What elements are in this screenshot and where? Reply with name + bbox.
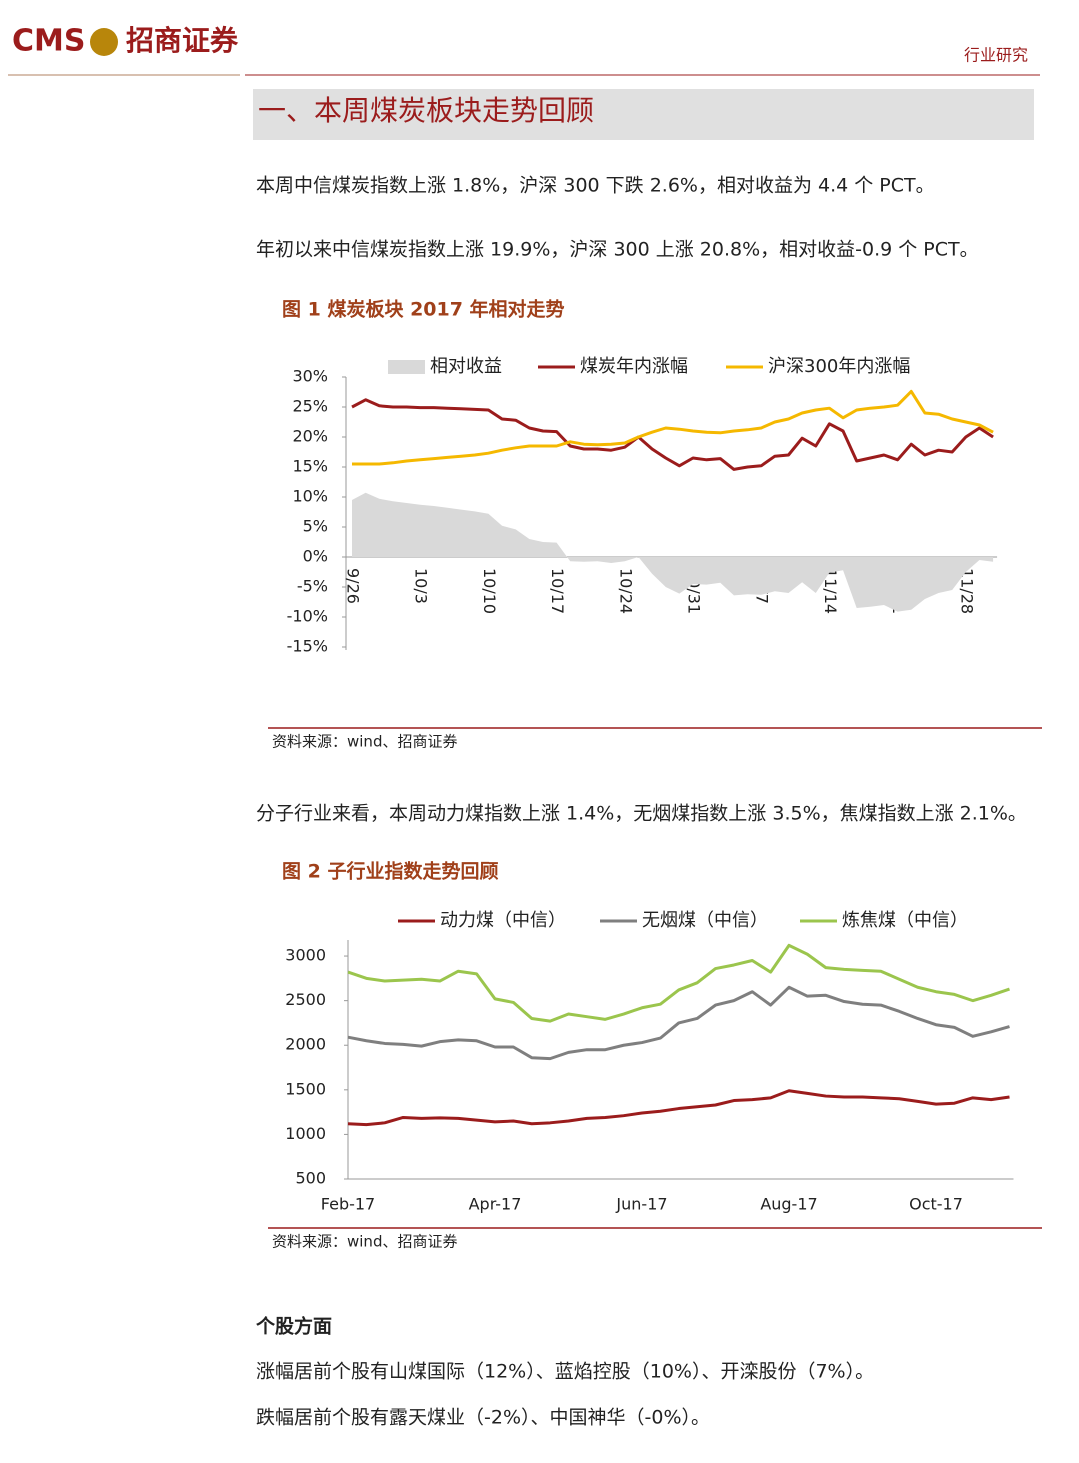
legend-label: 沪深300年内涨幅 bbox=[768, 356, 910, 377]
section-bg bbox=[253, 89, 1034, 140]
x-tick-label: Oct-17 bbox=[909, 1195, 963, 1214]
paragraph: 本周中信煤炭指数上涨 1.8%，沪深 300 下跌 2.6%，相对收益为 4.4… bbox=[256, 175, 935, 197]
y-tick-label: 30% bbox=[292, 367, 328, 386]
y-tick-label: 20% bbox=[292, 427, 328, 446]
y-tick-label: 500 bbox=[295, 1169, 326, 1188]
y-tick-label: 10% bbox=[292, 487, 328, 506]
section-title: 一、本周煤炭板块走势回顾 bbox=[258, 94, 594, 127]
x-tick-label: 10/10 bbox=[480, 568, 499, 614]
legend-label: 煤炭年内涨幅 bbox=[580, 356, 688, 377]
paragraph: 涨幅居前个股有山煤国际（12%）、蓝焰控股（10%）、开滦股份（7%）。 bbox=[256, 1361, 874, 1383]
legend-label: 相对收益 bbox=[430, 356, 502, 377]
figure-caption: 图 2 子行业指数走势回顾 bbox=[282, 860, 498, 883]
line bbox=[351, 398, 994, 471]
line bbox=[352, 389, 994, 466]
x-tick-label: 11/28 bbox=[957, 568, 976, 614]
paragraph: 分子行业来看，本周动力煤指数上涨 1.4%，无烟煤指数上涨 3.5%，焦煤指数上… bbox=[256, 803, 1027, 825]
x-tick-label: Feb-17 bbox=[321, 1195, 375, 1214]
y-tick-label: 5% bbox=[303, 517, 328, 536]
x-tick-label: 9/26 bbox=[344, 568, 363, 604]
figure-source: 资料来源：wind、招商证券 bbox=[272, 733, 457, 751]
logo: CMS bbox=[12, 24, 85, 59]
x-tick-label: 10/24 bbox=[616, 568, 635, 614]
y-tick-label: 1000 bbox=[285, 1124, 326, 1143]
line bbox=[347, 985, 1010, 1061]
x-tick-label: Apr-17 bbox=[469, 1195, 522, 1214]
figure-caption: 图 1 煤炭板块 2017 年相对走势 bbox=[282, 298, 565, 321]
y-tick-label: 15% bbox=[292, 457, 328, 476]
legend-label: 炼焦煤（中信） bbox=[842, 910, 968, 931]
x-tick-label: 11/14 bbox=[821, 568, 840, 614]
x-tick-label: Aug-17 bbox=[760, 1195, 817, 1214]
legend-label: 动力煤（中信） bbox=[440, 910, 566, 931]
y-tick-label: 0% bbox=[303, 547, 328, 566]
y-tick-label: 25% bbox=[292, 397, 328, 416]
y-tick-label: -5% bbox=[297, 577, 328, 596]
logo-icon bbox=[90, 28, 118, 56]
x-tick-label: 10/17 bbox=[548, 568, 567, 614]
y-tick-label: 3000 bbox=[285, 946, 326, 965]
y-tick-label: 2000 bbox=[285, 1035, 326, 1054]
subheading: 个股方面 bbox=[255, 1315, 332, 1338]
company: 招商证券 bbox=[126, 24, 239, 57]
area bbox=[352, 492, 994, 612]
x-tick-label: 10/3 bbox=[412, 568, 431, 604]
legend-swatch bbox=[388, 360, 425, 374]
figure-source: 资料来源：wind、招商证券 bbox=[272, 1233, 457, 1251]
paragraph: 跌幅居前个股有露天煤业（-2%）、中国神华（-0%）。 bbox=[256, 1407, 710, 1429]
y-tick-label: 2500 bbox=[285, 990, 326, 1009]
y-tick-label: 1500 bbox=[285, 1079, 326, 1098]
paragraph: 年初以来中信煤炭指数上涨 19.9%，沪深 300 上涨 20.8%，相对收益-… bbox=[256, 239, 979, 261]
x-tick-label: Jun-17 bbox=[615, 1195, 667, 1214]
legend-label: 无烟煤（中信） bbox=[642, 910, 768, 931]
y-tick-label: -10% bbox=[287, 607, 328, 626]
header-tag: 行业研究 bbox=[964, 46, 1028, 65]
y-tick-label: -15% bbox=[287, 637, 328, 656]
line bbox=[347, 943, 1010, 1023]
line bbox=[347, 1089, 1010, 1127]
